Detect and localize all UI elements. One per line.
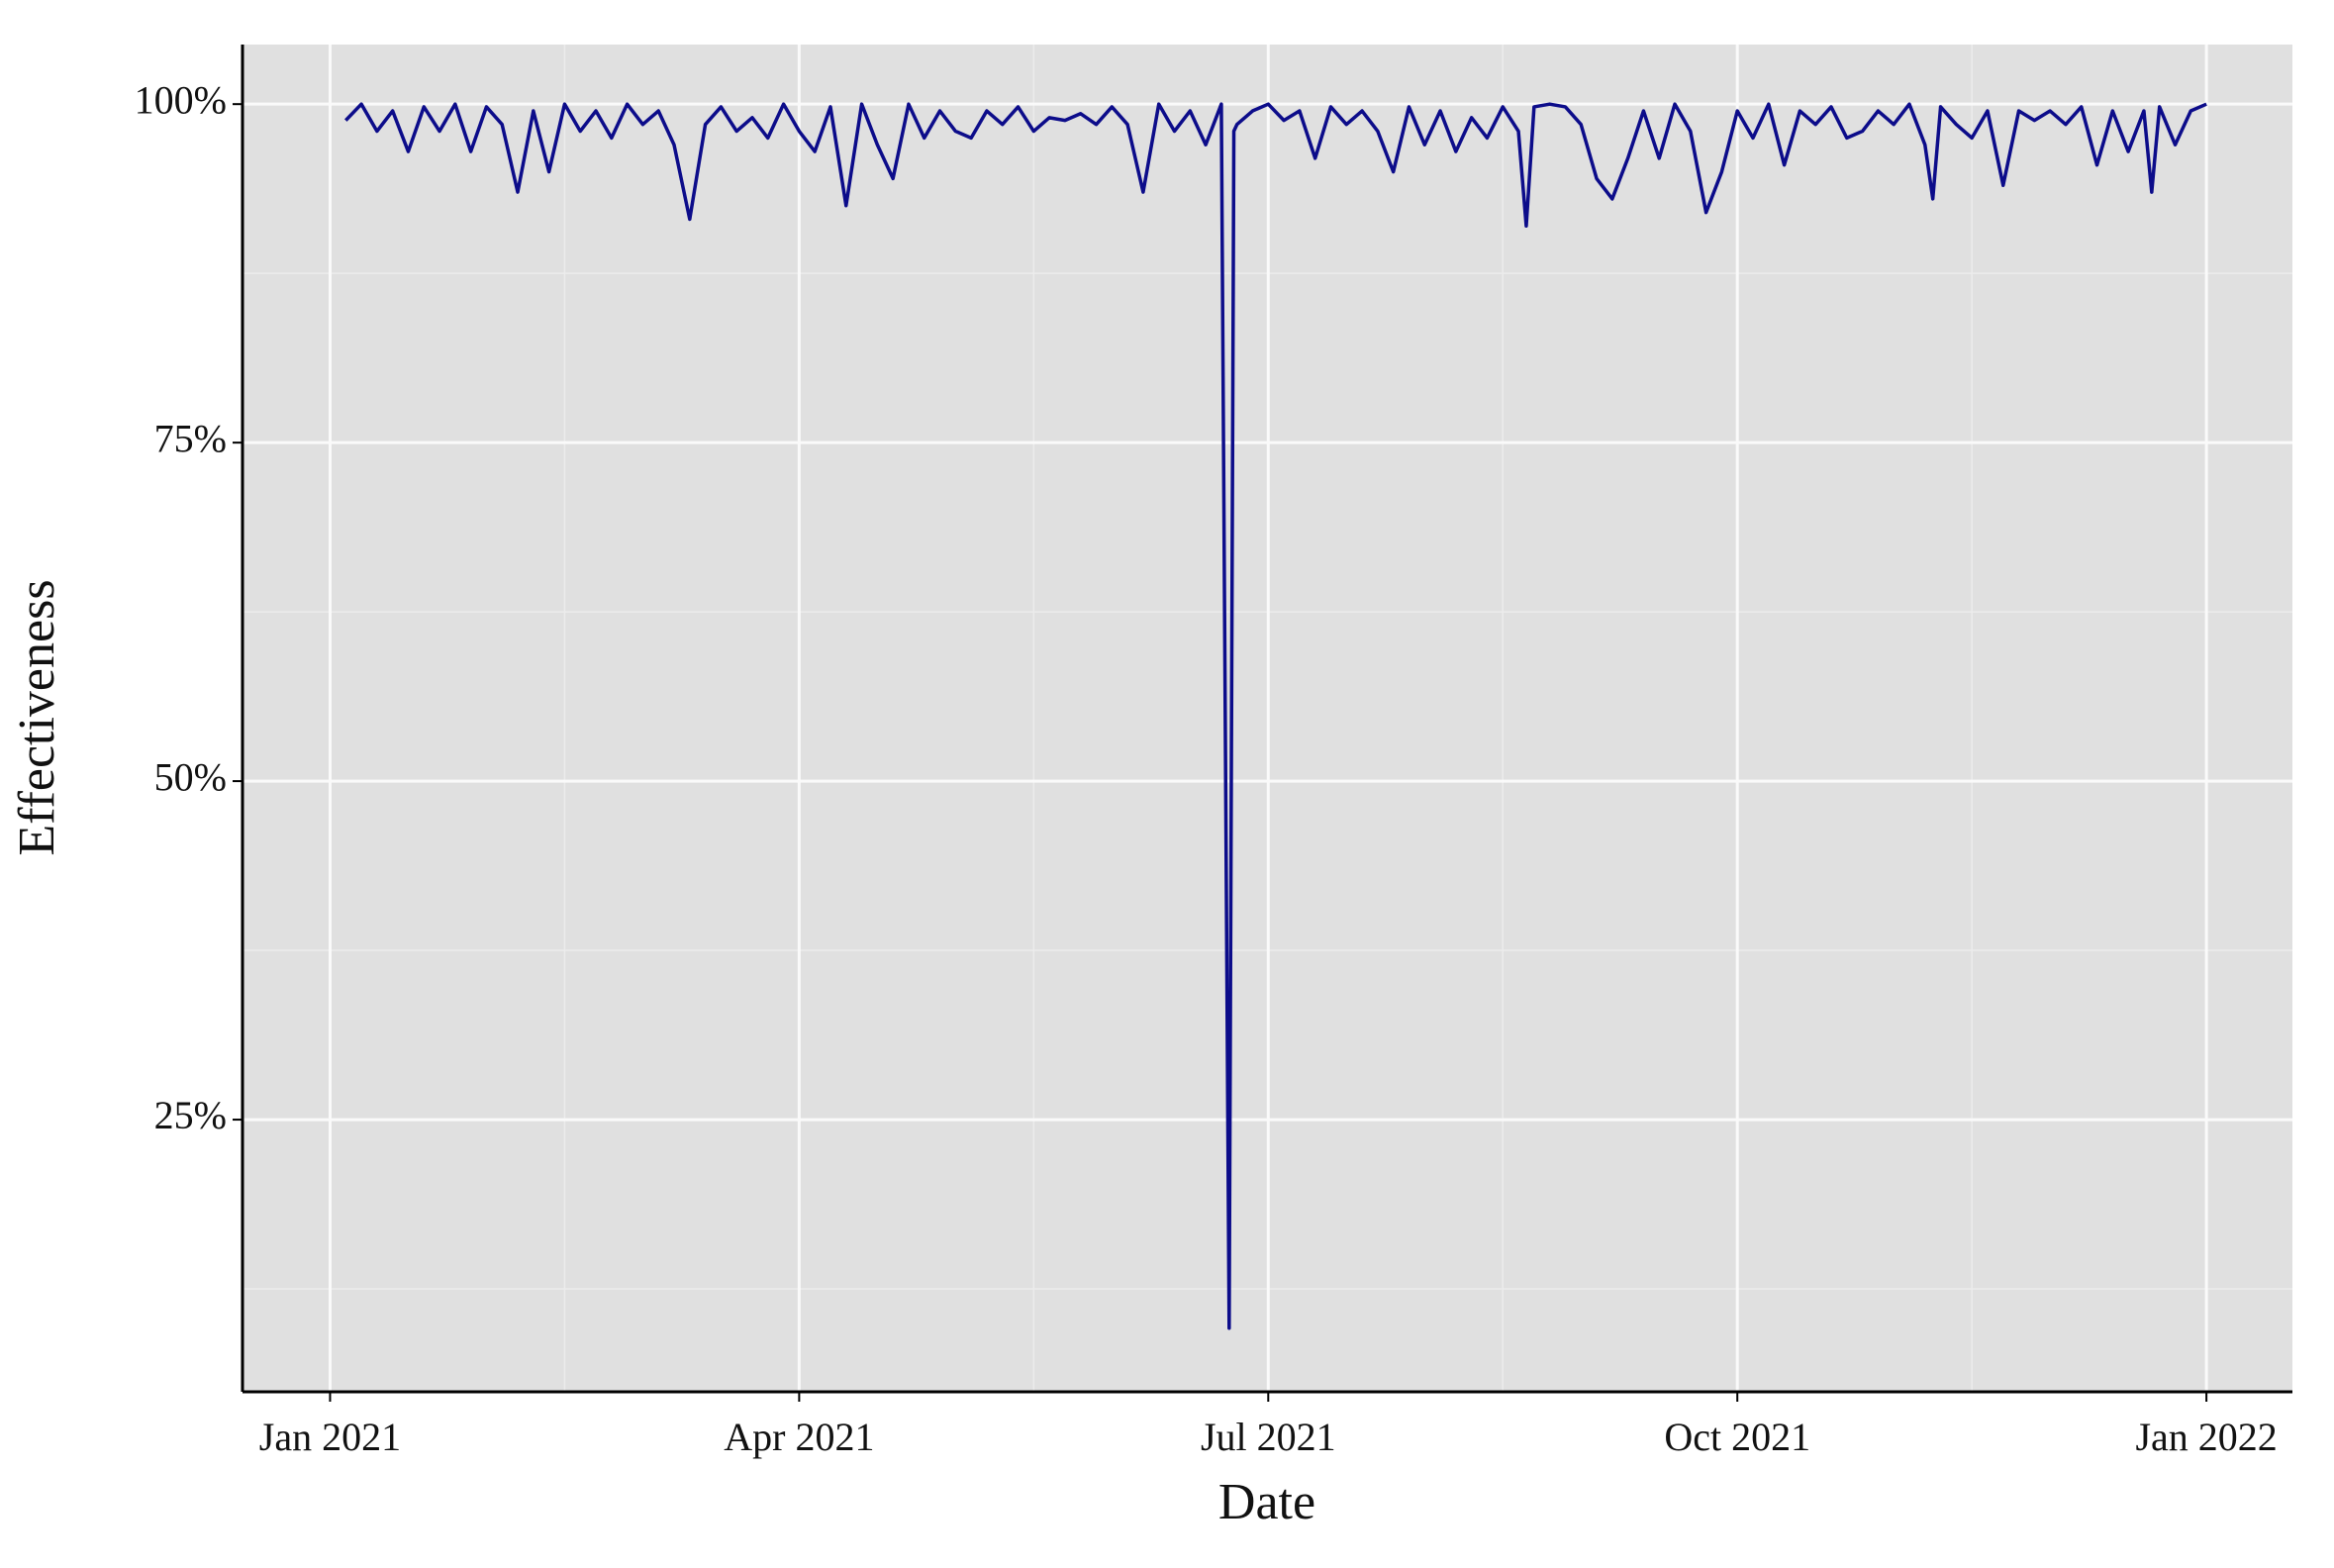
x-tick-label: Jan 2021 (259, 1415, 401, 1459)
y-tick-label: 25% (154, 1093, 227, 1137)
y-tick-label: 75% (154, 416, 227, 460)
data-line (343, 102, 2207, 1330)
x-tick-label: Apr 2021 (724, 1415, 874, 1459)
y-axis-title: Effectiveness (9, 579, 65, 855)
x-tick-label: Oct 2021 (1664, 1415, 1810, 1459)
y-tick-label: 50% (154, 754, 227, 799)
marks (343, 102, 2207, 1330)
grid (243, 45, 2292, 1392)
x-tick-label: Jul 2021 (1201, 1415, 1336, 1459)
x-axis-title: Date (1218, 1474, 1315, 1530)
y-tick-label: 100% (135, 77, 227, 122)
x-tick-label: Jan 2022 (2135, 1415, 2277, 1459)
